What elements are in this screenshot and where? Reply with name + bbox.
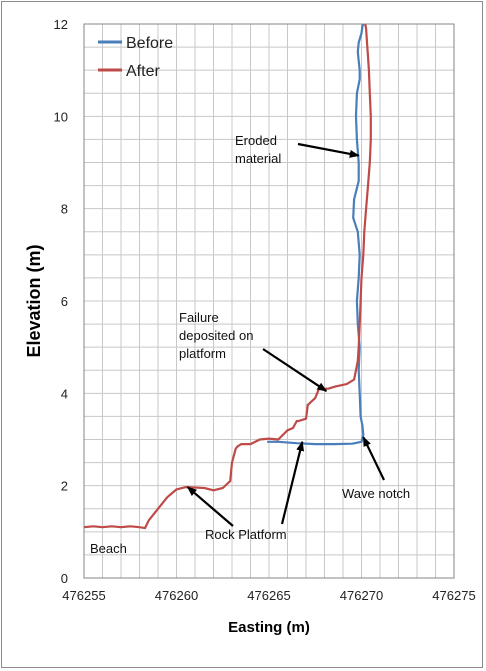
y-tick-label: 12 xyxy=(54,17,68,32)
series-line-after xyxy=(83,23,372,530)
y-axis-label: Elevation (m) xyxy=(24,244,44,357)
annotation-label: Eroded xyxy=(235,133,277,148)
y-tick-label: 4 xyxy=(61,386,68,401)
plot-area xyxy=(83,23,455,579)
annotation-label: Rock Platform xyxy=(205,527,287,542)
x-tick-label: 476275 xyxy=(432,588,475,603)
y-tick-label: 6 xyxy=(61,294,68,309)
y-tick-label: 10 xyxy=(54,109,68,124)
annotation-label: material xyxy=(235,151,281,166)
x-tick-label: 476265 xyxy=(247,588,290,603)
annotation-arrow xyxy=(186,486,234,527)
annotation-arrow xyxy=(362,436,385,481)
series-line-before xyxy=(267,23,365,446)
y-tick-labels: 0 2 4 6 8 10 12 xyxy=(54,17,68,586)
x-tick-labels: 476255 476260 476265 476270 476275 xyxy=(62,588,475,603)
annotation-label: platform xyxy=(179,346,226,361)
legend-label: Before xyxy=(126,35,173,52)
annotation-arrow xyxy=(262,348,328,392)
annotation-label: Beach xyxy=(90,541,127,556)
annotation-arrow xyxy=(297,142,360,158)
legend: Before After xyxy=(98,35,173,80)
annotation-arrow xyxy=(280,440,305,525)
y-tick-label: 8 xyxy=(61,202,68,217)
annotation-label: Wave notch xyxy=(342,486,410,501)
series-lines xyxy=(83,23,372,530)
x-axis-label: Easting (m) xyxy=(228,619,310,636)
legend-label: After xyxy=(126,63,160,80)
x-tick-label: 476270 xyxy=(340,588,383,603)
y-tick-label: 0 xyxy=(61,571,68,586)
y-tick-label: 2 xyxy=(61,479,68,494)
annotation-label: deposited on xyxy=(179,328,253,343)
x-tick-label: 476260 xyxy=(155,588,198,603)
x-tick-label: 476255 xyxy=(62,588,105,603)
annotations: Eroded material Failure deposited on platfor… xyxy=(90,133,410,556)
annotation-label: Failure xyxy=(179,310,219,325)
